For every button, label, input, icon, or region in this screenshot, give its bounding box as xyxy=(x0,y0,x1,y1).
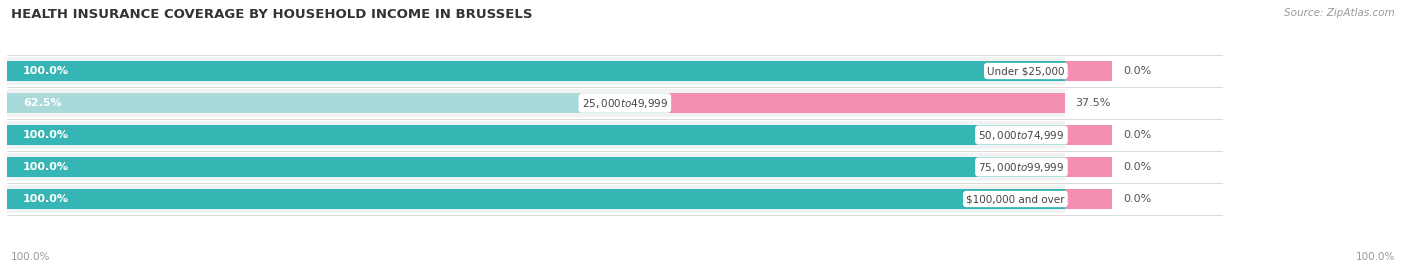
Bar xyxy=(1064,189,1112,209)
Bar xyxy=(7,125,1064,145)
Text: 62.5%: 62.5% xyxy=(22,98,62,108)
Bar xyxy=(7,189,1064,209)
Bar xyxy=(7,157,1064,177)
Bar xyxy=(7,57,1064,85)
Bar xyxy=(1064,125,1112,145)
Text: $25,000 to $49,999: $25,000 to $49,999 xyxy=(582,96,668,110)
Text: 0.0%: 0.0% xyxy=(1123,162,1152,172)
Legend: With Coverage, Without Coverage: With Coverage, Without Coverage xyxy=(406,269,654,270)
Bar xyxy=(7,93,668,113)
Bar xyxy=(7,121,1064,149)
Text: 100.0%: 100.0% xyxy=(22,130,69,140)
Bar xyxy=(7,89,1064,117)
Bar xyxy=(7,93,1064,113)
Text: 0.0%: 0.0% xyxy=(1123,194,1152,204)
Text: Under $25,000: Under $25,000 xyxy=(987,66,1064,76)
Text: $50,000 to $74,999: $50,000 to $74,999 xyxy=(979,129,1064,141)
Bar xyxy=(7,157,1064,177)
Text: HEALTH INSURANCE COVERAGE BY HOUSEHOLD INCOME IN BRUSSELS: HEALTH INSURANCE COVERAGE BY HOUSEHOLD I… xyxy=(11,8,533,21)
Text: 100.0%: 100.0% xyxy=(22,66,69,76)
Text: 0.0%: 0.0% xyxy=(1123,66,1152,76)
Bar xyxy=(7,185,1064,213)
Text: 37.5%: 37.5% xyxy=(1076,98,1111,108)
Bar xyxy=(7,61,1064,81)
Bar xyxy=(7,153,1064,181)
Text: Source: ZipAtlas.com: Source: ZipAtlas.com xyxy=(1284,8,1395,18)
Bar xyxy=(7,61,1064,81)
Bar xyxy=(7,125,1064,145)
Bar xyxy=(1064,157,1112,177)
Bar xyxy=(1064,61,1112,81)
Text: $100,000 and over: $100,000 and over xyxy=(966,194,1064,204)
Text: 100.0%: 100.0% xyxy=(1355,252,1395,262)
Bar xyxy=(668,93,1064,113)
Text: $75,000 to $99,999: $75,000 to $99,999 xyxy=(979,160,1064,174)
Text: 0.0%: 0.0% xyxy=(1123,130,1152,140)
Text: 100.0%: 100.0% xyxy=(22,194,69,204)
Bar xyxy=(7,189,1064,209)
Text: 100.0%: 100.0% xyxy=(11,252,51,262)
Text: 100.0%: 100.0% xyxy=(22,162,69,172)
